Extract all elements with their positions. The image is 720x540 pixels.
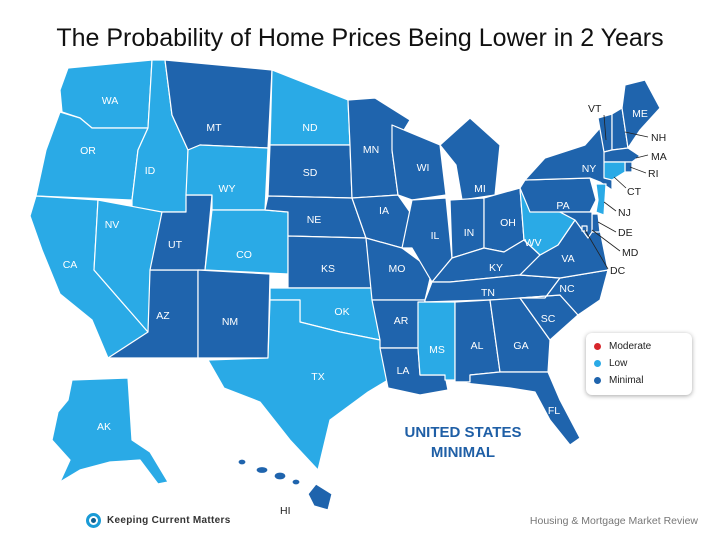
state-mi[interactable]	[439, 117, 501, 201]
label-mn: MN	[363, 144, 379, 156]
legend-item-low: Low	[594, 355, 684, 372]
label-tx: TX	[311, 371, 324, 383]
legend-swatch-low	[594, 360, 601, 367]
label-il: IL	[431, 230, 440, 242]
label-ia: IA	[379, 205, 389, 217]
label-nd: ND	[302, 122, 318, 134]
state-de[interactable]	[591, 213, 601, 233]
label-ut: UT	[168, 239, 183, 251]
label-wv: WV	[525, 237, 542, 249]
state-dc[interactable]	[581, 225, 588, 232]
state-co[interactable]	[204, 209, 289, 275]
label-ky: KY	[489, 262, 503, 274]
label-wy: WY	[219, 183, 236, 195]
label-sd: SD	[303, 167, 318, 179]
label-la: LA	[397, 365, 410, 377]
label-nm: NM	[222, 316, 238, 328]
legend-label-minimal: Minimal	[609, 375, 644, 386]
label-me: ME	[632, 108, 648, 120]
label-nv: NV	[105, 219, 120, 231]
legend: Moderate Low Minimal	[586, 333, 692, 395]
label-nh: NH	[651, 132, 666, 144]
label-va: VA	[561, 253, 574, 265]
state-ga[interactable]	[489, 297, 551, 373]
map-title: The Probability of Home Prices Being Low…	[56, 24, 664, 52]
label-mo: MO	[389, 263, 406, 275]
state-ct[interactable]	[603, 161, 626, 181]
label-wa: WA	[102, 95, 119, 107]
label-hi: HI	[280, 505, 291, 517]
summary-line-2: MINIMAL	[430, 444, 496, 461]
label-ks: KS	[321, 263, 335, 275]
state-fl[interactable]	[454, 371, 581, 446]
national-summary: UNITED STATES MINIMAL	[393, 423, 533, 463]
source-note: Housing & Mortgage Market Review	[529, 515, 698, 527]
legend-label-low: Low	[609, 358, 628, 369]
state-tx[interactable]	[207, 299, 389, 471]
label-md: MD	[622, 247, 639, 259]
state-ms[interactable]	[417, 301, 456, 381]
label-ar: AR	[394, 315, 409, 327]
state-ak[interactable]	[51, 377, 169, 485]
label-pa: PA	[556, 200, 569, 212]
label-fl: FL	[548, 405, 560, 417]
label-az: AZ	[156, 310, 170, 322]
label-dc: DC	[610, 265, 626, 277]
label-ga: GA	[513, 340, 528, 352]
legend-label-moderate: Moderate	[609, 341, 652, 352]
label-ak: AK	[97, 421, 111, 433]
label-nc: NC	[559, 283, 575, 295]
label-mt: MT	[206, 122, 222, 134]
state-nm[interactable]	[197, 269, 271, 359]
label-ca: CA	[63, 259, 78, 271]
legend-item-moderate: Moderate	[594, 338, 684, 355]
callout-leaders	[584, 114, 649, 270]
label-sc: SC	[541, 313, 556, 325]
state-ma[interactable]	[603, 147, 641, 163]
state-ks[interactable]	[287, 235, 373, 289]
label-ne: NE	[307, 214, 322, 226]
brand: Keeping Current Matters	[86, 513, 231, 528]
label-ma: MA	[651, 151, 667, 163]
label-ri: RI	[648, 168, 659, 180]
label-in: IN	[464, 227, 475, 239]
legend-swatch-minimal	[594, 377, 601, 384]
state-hi[interactable]	[237, 458, 333, 511]
label-de: DE	[618, 227, 633, 239]
state-nj[interactable]	[595, 183, 607, 216]
label-nj: NJ	[618, 207, 631, 219]
legend-swatch-moderate	[594, 343, 601, 350]
label-wi: WI	[417, 162, 430, 174]
label-al: AL	[471, 340, 484, 352]
label-tn: TN	[481, 287, 495, 299]
label-ok: OK	[334, 306, 349, 318]
label-oh: OH	[500, 217, 516, 229]
label-id: ID	[145, 165, 156, 177]
state-mo[interactable]	[365, 237, 433, 301]
label-co: CO	[236, 249, 252, 261]
brand-name: Keeping Current Matters	[107, 515, 231, 526]
label-mi: MI	[474, 183, 486, 195]
state-labels: WA OR CA ID NV AZ UT MT WY CO NM ND SD N…	[63, 95, 667, 517]
summary-line-1: UNITED STATES	[404, 424, 522, 441]
label-or: OR	[80, 145, 96, 157]
kcm-logo-icon	[86, 513, 101, 528]
label-vt: VT	[588, 103, 602, 115]
label-ct: CT	[627, 186, 642, 198]
legend-item-minimal: Minimal	[594, 372, 684, 389]
label-ny: NY	[582, 163, 597, 175]
label-ms: MS	[429, 344, 445, 356]
